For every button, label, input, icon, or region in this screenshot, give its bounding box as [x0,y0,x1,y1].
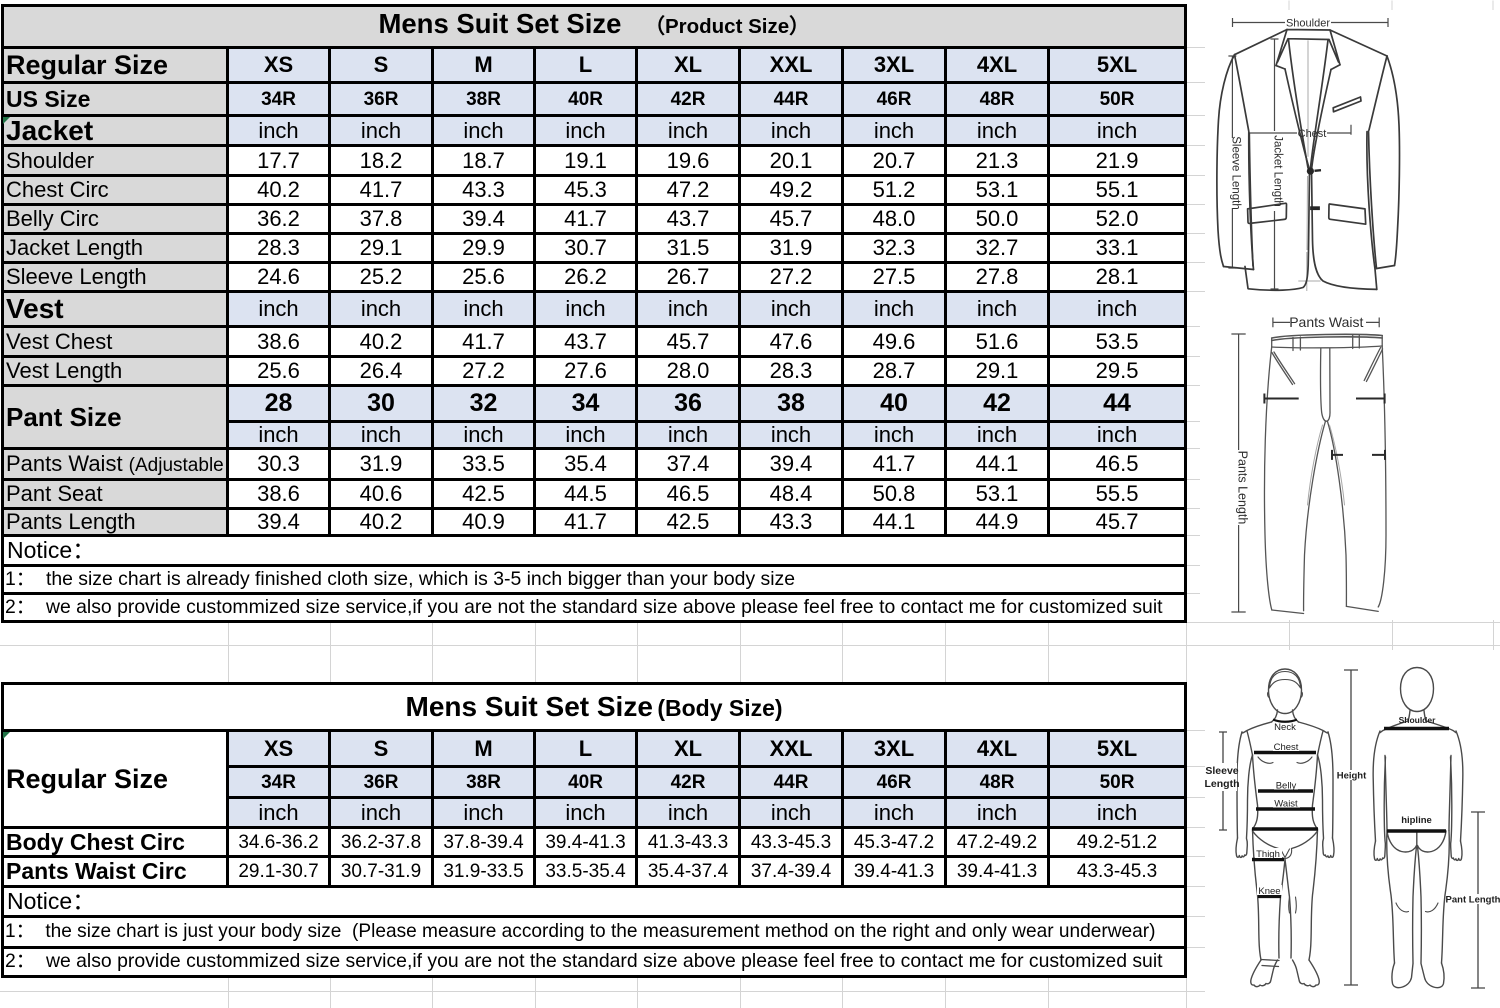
svg-text:Height: Height [1337,771,1367,782]
svg-text:Chest: Chest [1274,742,1299,753]
svg-text:Jacket Length: Jacket Length [1272,135,1284,207]
svg-text:Shoulder: Shoulder [1399,715,1437,725]
svg-text:Length: Length [1205,778,1240,790]
svg-text:Thigh: Thigh [1256,849,1280,860]
svg-text:Shoulder: Shoulder [1286,18,1330,30]
svg-text:Sleeve: Sleeve [1205,765,1238,777]
svg-text:Sleeve Length: Sleeve Length [1229,136,1241,210]
svg-text:Belly: Belly [1276,781,1297,792]
svg-text:Pants Waist: Pants Waist [1289,315,1363,330]
svg-text:Knee: Knee [1258,886,1280,897]
svg-text:Pants Length: Pants Length [1236,451,1250,525]
svg-text:Chest: Chest [1298,128,1327,140]
svg-text:Pant Length: Pant Length [1446,895,1500,906]
svg-text:hipline: hipline [1401,815,1432,826]
svg-text:Neck: Neck [1274,722,1296,733]
svg-text:Waist: Waist [1274,799,1298,810]
